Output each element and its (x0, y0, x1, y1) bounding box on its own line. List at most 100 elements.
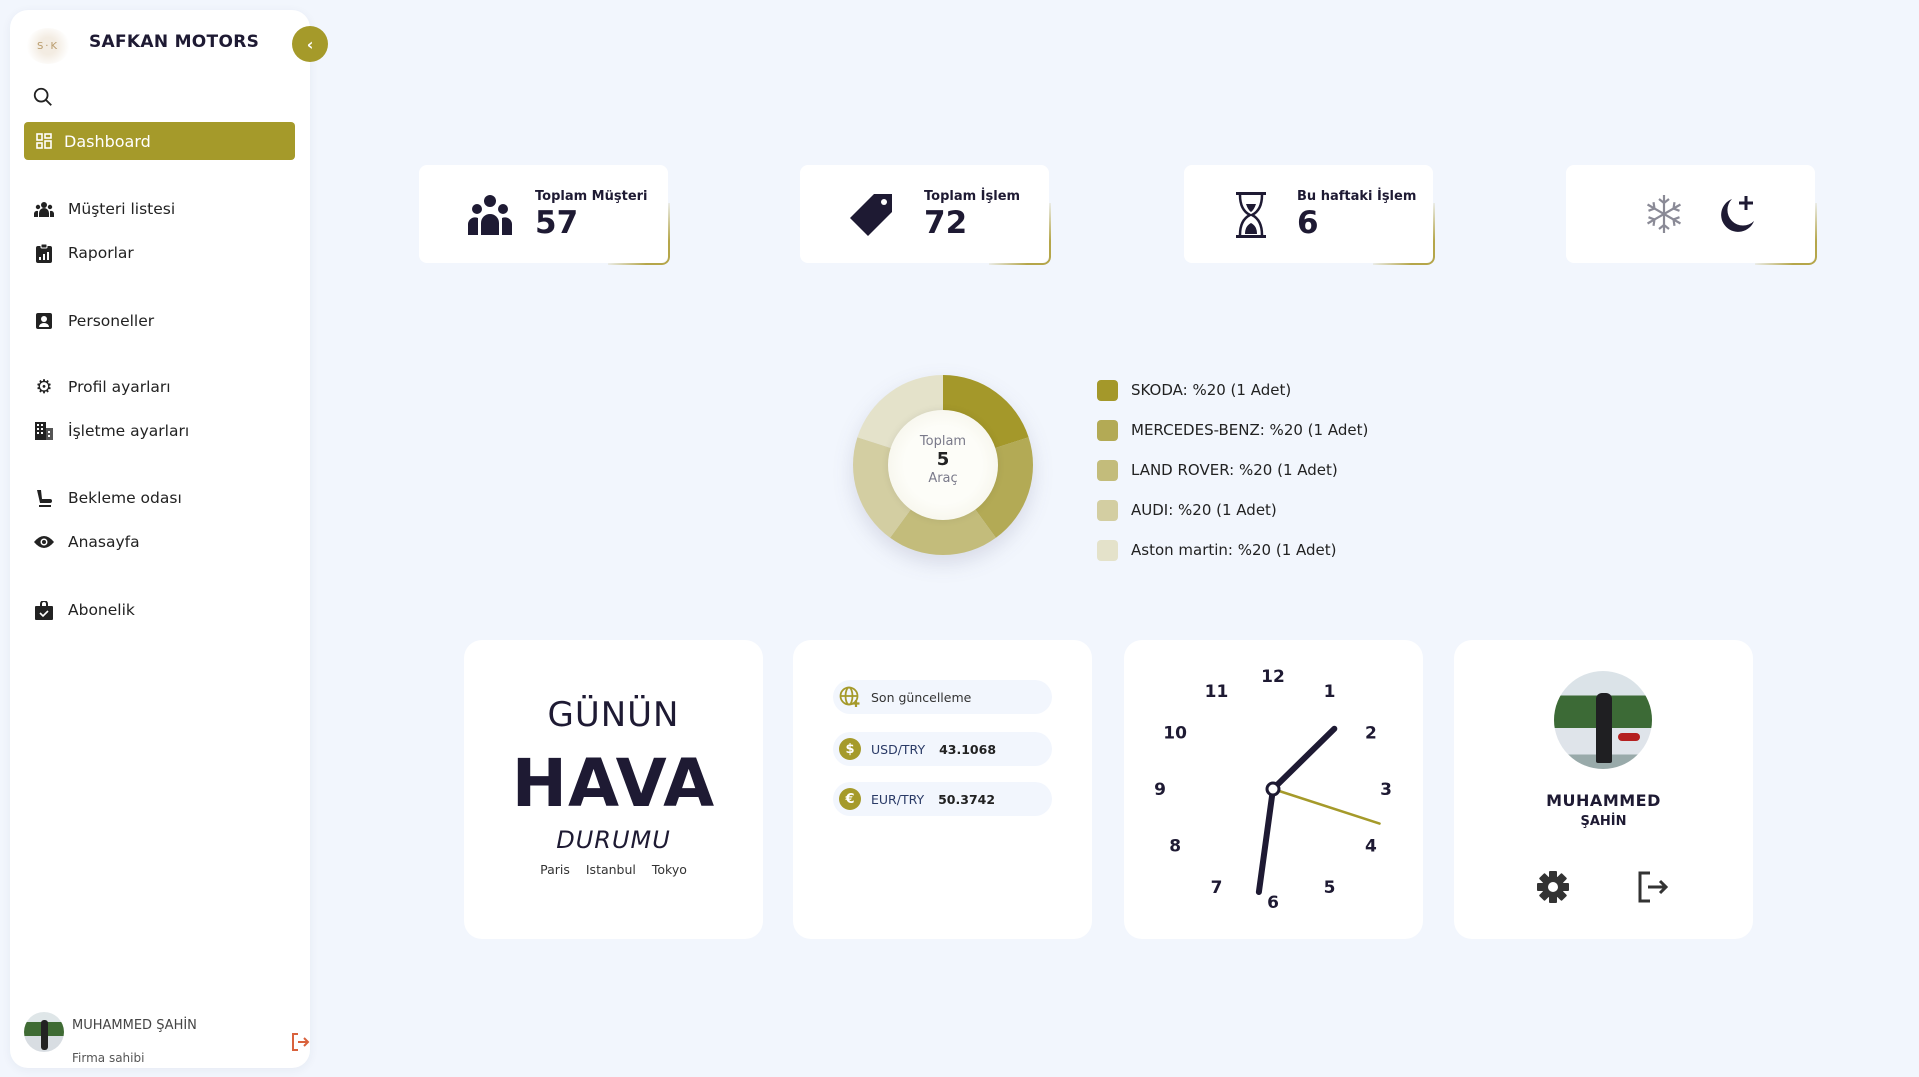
city-istanbul[interactable]: Istanbul (585, 862, 636, 877)
city-tokyo[interactable]: Tokyo (651, 862, 687, 877)
currency-value: 50.3742 (938, 791, 996, 807)
currency-card: Son güncelleme $ USD/TRY 43.1068 € EUR/T… (793, 640, 1092, 939)
donut-slice-skoda[interactable] (943, 375, 1029, 450)
sidebar-item-label: Abonelik (68, 601, 135, 619)
clock-number: 6 (1267, 893, 1279, 913)
collapse-sidebar-button[interactable]: ‹ (292, 26, 328, 62)
donut-center-value: 5 (936, 449, 950, 470)
user-avatar (24, 1012, 64, 1052)
stat-value: 6 (1297, 205, 1319, 241)
gear-icon: ⚙ (35, 376, 53, 398)
profile-avatar (1554, 671, 1652, 769)
stat-card-toplam-musteri: Toplam Müşteri 57 (419, 165, 668, 263)
clock-number: 2 (1365, 724, 1377, 744)
clock-number: 1 (1324, 682, 1336, 702)
city-list: Paris Istanbul Tokyo (464, 862, 763, 877)
stat-label: Bu haftaki İşlem (1297, 189, 1417, 204)
hour-hand (1270, 725, 1338, 792)
snowflake-icon[interactable] (1644, 193, 1684, 235)
legend-label: AUDI: %20 (1 Adet) (1131, 501, 1277, 519)
legend-item[interactable]: LAND ROVER: %20 (1 Adet) (1097, 450, 1368, 490)
sidebar-item-label: Dashboard (64, 131, 151, 151)
legend-label: MERCEDES-BENZ: %20 (1 Adet) (1131, 421, 1369, 439)
logout-icon[interactable] (290, 1032, 310, 1052)
user-name: MUHAMMED ŞAHİN (72, 1018, 197, 1033)
eye-icon (34, 532, 54, 552)
clock-number: 12 (1261, 667, 1285, 687)
sidebar-item-label: Raporlar (68, 244, 134, 262)
stat-card-toplam-islem: Toplam İşlem 72 (800, 165, 1049, 263)
legend-swatch (1097, 539, 1118, 561)
currency-pair: USD/TRY (871, 741, 926, 757)
globe-plus-icon (839, 686, 861, 708)
report-icon (34, 243, 54, 263)
gear-icon[interactable] (1536, 870, 1570, 904)
legend-swatch (1097, 499, 1118, 521)
legend-item[interactable]: AUDI: %20 (1 Adet) (1097, 490, 1368, 530)
sidebar-item-personeller[interactable]: Personeller (34, 307, 154, 335)
legend-label: Aston martin: %20 (1 Adet) (1131, 541, 1337, 559)
moon-plus-icon[interactable] (1716, 193, 1758, 235)
donut-center-bottom: Araç (928, 471, 958, 486)
clock-number: 5 (1324, 878, 1336, 898)
sidebar: S·K SAFKAN MOTORS ‹ Dashboard Müşteri li… (10, 10, 328, 1068)
search-icon[interactable] (32, 86, 54, 108)
clock-number: 8 (1169, 837, 1181, 857)
currency-row-eur: € EUR/TRY 50.3742 (833, 782, 1052, 816)
dollar-icon: $ (839, 738, 861, 760)
legend-swatch (1097, 459, 1118, 481)
sidebar-item-label: Anasayfa (68, 533, 140, 551)
legend-swatch (1097, 379, 1118, 401)
sidebar-item-abonelik[interactable]: Abonelik (34, 596, 135, 624)
legend-swatch (1097, 419, 1118, 441)
legend-item[interactable]: MERCEDES-BENZ: %20 (1 Adet) (1097, 410, 1368, 450)
last-update-row: Son güncelleme (833, 680, 1052, 714)
sidebar-item-anasayfa[interactable]: Anasayfa (34, 528, 140, 556)
donut-chart (853, 375, 1033, 555)
seat-icon (34, 488, 54, 508)
weather-title-line2: HAVA (511, 745, 716, 822)
donut-slice-mercedes-benz[interactable] (972, 437, 1033, 538)
chevron-left-icon: ‹ (306, 34, 314, 54)
sidebar-item-musteri-listesi[interactable]: Müşteri listesi (34, 195, 175, 223)
clock-number: 9 (1154, 780, 1166, 800)
stat-value: 72 (924, 205, 968, 241)
tag-icon (846, 193, 896, 237)
sidebar-item-label: İşletme ayarları (68, 422, 190, 440)
clock-number: 11 (1205, 682, 1229, 702)
donut-center: Toplam 5 Araç (888, 410, 998, 520)
weather-title-line1: GÜNÜN (547, 695, 680, 735)
stat-card-bu-haftaki-islem: Bu haftaki İşlem 6 (1184, 165, 1433, 263)
logout-icon[interactable] (1636, 870, 1670, 904)
donut-slice-audi[interactable] (853, 437, 914, 538)
legend-item[interactable]: Aston martin: %20 (1 Adet) (1097, 530, 1368, 570)
building-icon (34, 421, 54, 441)
sidebar-item-bekleme-odasi[interactable]: Bekleme odası (34, 484, 182, 512)
sidebar-item-raporlar[interactable]: Raporlar (34, 239, 134, 267)
clock-card: 12 1 2 3 4 5 6 7 8 9 10 11 (1124, 640, 1423, 939)
legend-item[interactable]: SKODA: %20 (1 Adet) (1097, 370, 1368, 410)
legend-label: SKODA: %20 (1 Adet) (1131, 381, 1292, 399)
users-icon (34, 199, 54, 219)
profile-first-name: MUHAMMED (1546, 791, 1661, 810)
sidebar-item-isletme-ayarlari[interactable]: İşletme ayarları (34, 417, 189, 445)
sidebar-item-label: Personeller (68, 312, 155, 330)
donut-slice-land-rover[interactable] (890, 505, 996, 555)
stat-label: Toplam Müşteri (535, 189, 648, 204)
minute-hand (1255, 786, 1276, 896)
donut-slice-aston-martin[interactable] (857, 375, 943, 450)
city-paris[interactable]: Paris (540, 862, 570, 877)
sidebar-item-dashboard[interactable]: Dashboard (24, 122, 295, 160)
sidebar-item-profil-ayarlari[interactable]: ⚙ Profil ayarları (34, 373, 170, 401)
clock-center (1265, 781, 1281, 797)
weather-card: GÜNÜN HAVA DURUMU Paris Istanbul Tokyo (464, 640, 763, 939)
hourglass-icon (1226, 192, 1276, 238)
sidebar-item-label: Müşteri listesi (68, 200, 176, 218)
clock-number: 7 (1211, 878, 1223, 898)
stat-label: Toplam İşlem (924, 189, 1021, 204)
clock-number: 3 (1380, 780, 1392, 800)
shopping-bag-icon (34, 600, 54, 620)
clock-number: 4 (1365, 837, 1377, 857)
last-update-label: Son güncelleme (871, 689, 972, 705)
